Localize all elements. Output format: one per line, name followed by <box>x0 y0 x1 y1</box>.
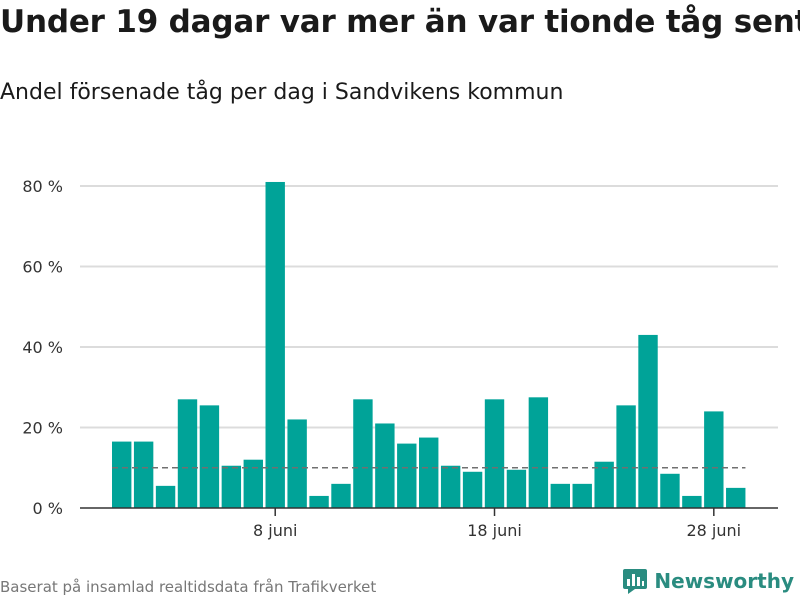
y-tick-label: 0 % <box>33 499 63 518</box>
grid-lines <box>80 185 778 429</box>
bar <box>550 483 570 508</box>
y-axis-ticks: 0 % 20 % 40 % 60 % 80 % <box>22 177 63 518</box>
bar <box>331 483 351 508</box>
bar <box>682 495 702 508</box>
brand-name: Newsworthy <box>654 569 794 593</box>
bar <box>287 419 307 508</box>
bar <box>155 485 176 508</box>
bar <box>462 471 483 508</box>
x-tick-label: 18 juni <box>467 521 522 540</box>
chart-subtitle: Andel försenade tåg per dag i Sandvikens… <box>0 80 564 105</box>
bar <box>528 397 549 508</box>
bar <box>265 181 285 508</box>
bar <box>133 441 154 508</box>
bar <box>309 495 329 508</box>
bar <box>243 459 263 508</box>
bar <box>397 443 417 508</box>
bar <box>638 334 658 508</box>
y-tick-label: 20 % <box>22 419 63 438</box>
bar <box>704 411 724 508</box>
bar <box>726 487 746 508</box>
bar <box>177 399 198 508</box>
x-tick-label: 28 juni <box>686 521 741 540</box>
bar <box>594 461 614 508</box>
chart-title: Under 19 dagar var mer än var tionde tåg… <box>0 4 800 40</box>
bar <box>440 465 461 508</box>
y-tick-label: 40 % <box>22 338 63 357</box>
bar <box>221 465 242 508</box>
bar <box>112 441 132 508</box>
bar <box>375 423 395 508</box>
x-axis-ticks: 8 juni 18 juni 28 juni <box>253 508 741 540</box>
newsworthy-logo-icon <box>623 569 648 594</box>
brand-logo: Newsworthy <box>622 568 794 594</box>
bar <box>199 405 220 508</box>
y-tick-label: 80 % <box>22 177 63 196</box>
bars <box>112 181 746 508</box>
source-note: Baserat på insamlad realtidsdata från Tr… <box>0 578 377 596</box>
bar <box>353 399 373 508</box>
y-tick-label: 60 % <box>22 258 63 277</box>
bar <box>484 399 505 508</box>
bar <box>419 437 439 508</box>
bar <box>572 483 592 508</box>
x-tick-label: 8 juni <box>253 521 297 540</box>
bar <box>506 469 527 508</box>
bar <box>660 473 680 508</box>
bar <box>616 405 636 508</box>
